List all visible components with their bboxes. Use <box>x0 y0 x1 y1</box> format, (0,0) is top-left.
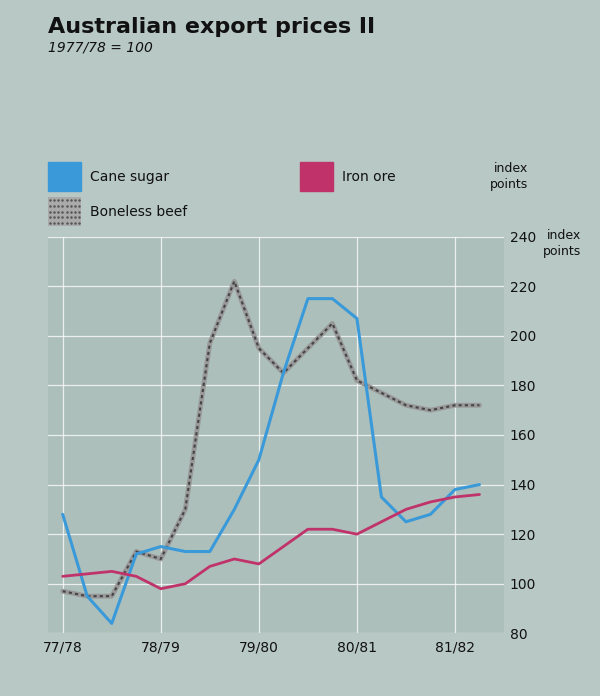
Text: index
points: index points <box>543 229 581 258</box>
Text: Cane sugar: Cane sugar <box>90 170 169 184</box>
Text: 1977/78 = 100: 1977/78 = 100 <box>48 40 153 54</box>
Text: Australian export prices II: Australian export prices II <box>48 17 375 38</box>
Text: Iron ore: Iron ore <box>342 170 395 184</box>
Text: index
points: index points <box>490 162 528 191</box>
Text: Boneless beef: Boneless beef <box>90 205 187 219</box>
